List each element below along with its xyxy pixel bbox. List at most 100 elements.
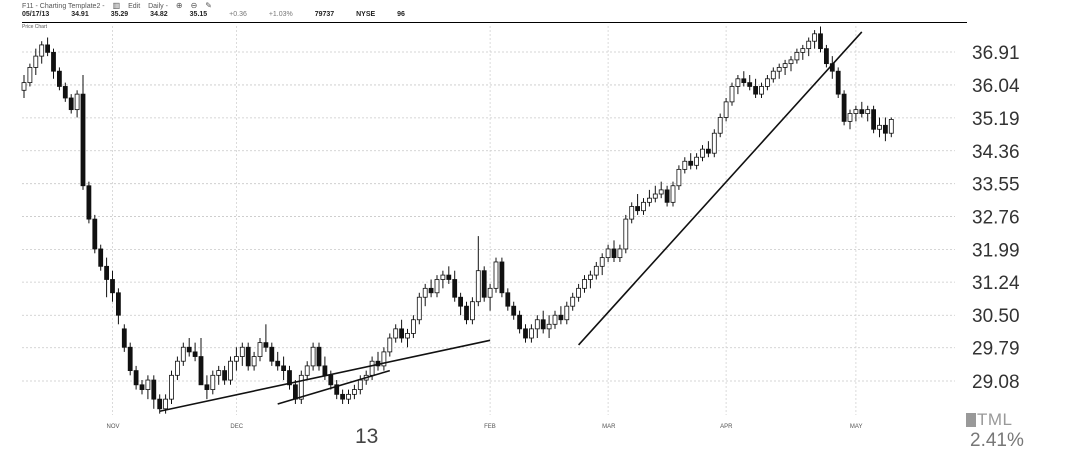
candle-body xyxy=(564,305,570,321)
candle-body xyxy=(735,78,741,87)
candle-body xyxy=(523,328,528,339)
candle-body xyxy=(287,370,292,386)
x-tick-label: APR xyxy=(720,424,733,430)
candle-body xyxy=(121,328,127,348)
candle-body xyxy=(57,70,62,87)
candle-body xyxy=(723,101,729,118)
candle-body xyxy=(145,379,151,390)
candle-body xyxy=(546,323,552,330)
quote-open: 34.91 xyxy=(71,11,89,18)
candle-body xyxy=(21,82,27,91)
quote-change-pct: +1.03% xyxy=(268,11,293,18)
candle-body xyxy=(434,279,440,294)
candle-body xyxy=(80,93,86,187)
candle-body xyxy=(475,270,481,303)
candle-body xyxy=(534,319,540,330)
candle-body xyxy=(647,197,652,203)
candle-body xyxy=(210,374,216,390)
quote-change: +0.36 xyxy=(229,11,247,18)
candle-body xyxy=(351,389,357,395)
y-tick-label: 34.36 xyxy=(972,142,1020,163)
candle-body xyxy=(617,248,623,259)
candle-body xyxy=(186,346,192,353)
quote-high: 35.29 xyxy=(110,11,129,18)
candle-body xyxy=(800,48,806,53)
candle-body xyxy=(711,132,717,154)
candle-body xyxy=(841,93,847,122)
candle-body xyxy=(192,351,198,357)
candle-body xyxy=(700,148,705,158)
pencil-icon[interactable]: ✎ xyxy=(205,1,212,10)
candle-body xyxy=(782,63,788,68)
candle-body xyxy=(416,296,422,321)
candle-body xyxy=(452,279,458,298)
ticker-box xyxy=(966,413,976,427)
candle-body xyxy=(593,265,599,276)
candle-body xyxy=(174,360,180,376)
candle-body xyxy=(511,305,517,316)
y-tick-label: 36.91 xyxy=(972,43,1020,64)
candle-body xyxy=(198,356,204,386)
edit-button[interactable]: Edit xyxy=(128,3,141,10)
candle-body xyxy=(127,346,133,372)
candle-body xyxy=(871,109,876,130)
chart-template-title[interactable]: F11 - Charting Template2 - xyxy=(22,3,105,10)
candle-body xyxy=(759,86,764,95)
candle-body xyxy=(298,374,304,400)
candle-body xyxy=(682,160,688,170)
candle-body xyxy=(529,328,534,339)
period-dropdown[interactable]: Daily - xyxy=(148,3,168,10)
candle-body xyxy=(499,261,505,294)
quote-low: 34.82 xyxy=(150,11,168,18)
candle-body xyxy=(33,55,39,68)
quote-volume: 79737 xyxy=(314,11,335,18)
trendline xyxy=(277,369,391,405)
candle-body xyxy=(68,97,74,111)
candle-body xyxy=(664,189,670,203)
candle-body xyxy=(570,296,576,307)
candle-body xyxy=(588,274,593,280)
candle-body xyxy=(558,314,564,321)
candle-body xyxy=(853,109,859,114)
candle-body xyxy=(464,305,469,321)
candle-body xyxy=(410,319,416,334)
candle-body xyxy=(440,274,446,280)
y-tick-label: 33.55 xyxy=(972,175,1020,196)
candle-body xyxy=(582,279,587,289)
candle-body xyxy=(806,40,812,50)
candle-body xyxy=(216,370,222,376)
candle-body xyxy=(847,113,853,122)
trendline xyxy=(578,31,863,346)
chart-toolbar: F11 - Charting Template2 - ▥ Edit Daily … xyxy=(0,0,1071,24)
candle-body xyxy=(357,379,363,390)
candle-body xyxy=(310,346,316,367)
toolbar-divider xyxy=(22,22,967,23)
zoom-out-icon[interactable]: ⊖ xyxy=(190,1,198,10)
y-tick-label: 32.76 xyxy=(972,208,1020,229)
candle-body xyxy=(776,67,782,72)
zoom-in-icon[interactable]: ⊕ xyxy=(175,1,183,10)
panel-label: Price Chart xyxy=(22,24,48,30)
candle-body xyxy=(322,365,328,376)
y-tick-label: 31.99 xyxy=(972,240,1020,261)
candle-body xyxy=(251,356,257,367)
candle-body xyxy=(599,257,605,267)
candle-body xyxy=(812,33,817,42)
candle-body xyxy=(818,33,823,50)
candle-body xyxy=(346,393,351,400)
quote-date: 05/17/13 xyxy=(22,11,50,18)
candle-body xyxy=(133,370,139,386)
y-tick-label: 29.79 xyxy=(972,339,1020,360)
candle-body xyxy=(316,346,322,367)
candle-body xyxy=(865,109,871,114)
candle-body xyxy=(104,265,109,280)
candle-body xyxy=(222,370,228,381)
candle-body xyxy=(74,93,80,111)
candle-body xyxy=(623,218,629,250)
candle-body xyxy=(481,270,487,298)
candle-body xyxy=(340,393,346,400)
candle-body xyxy=(257,342,263,357)
candle-body xyxy=(387,337,393,353)
candle-body xyxy=(540,319,546,330)
